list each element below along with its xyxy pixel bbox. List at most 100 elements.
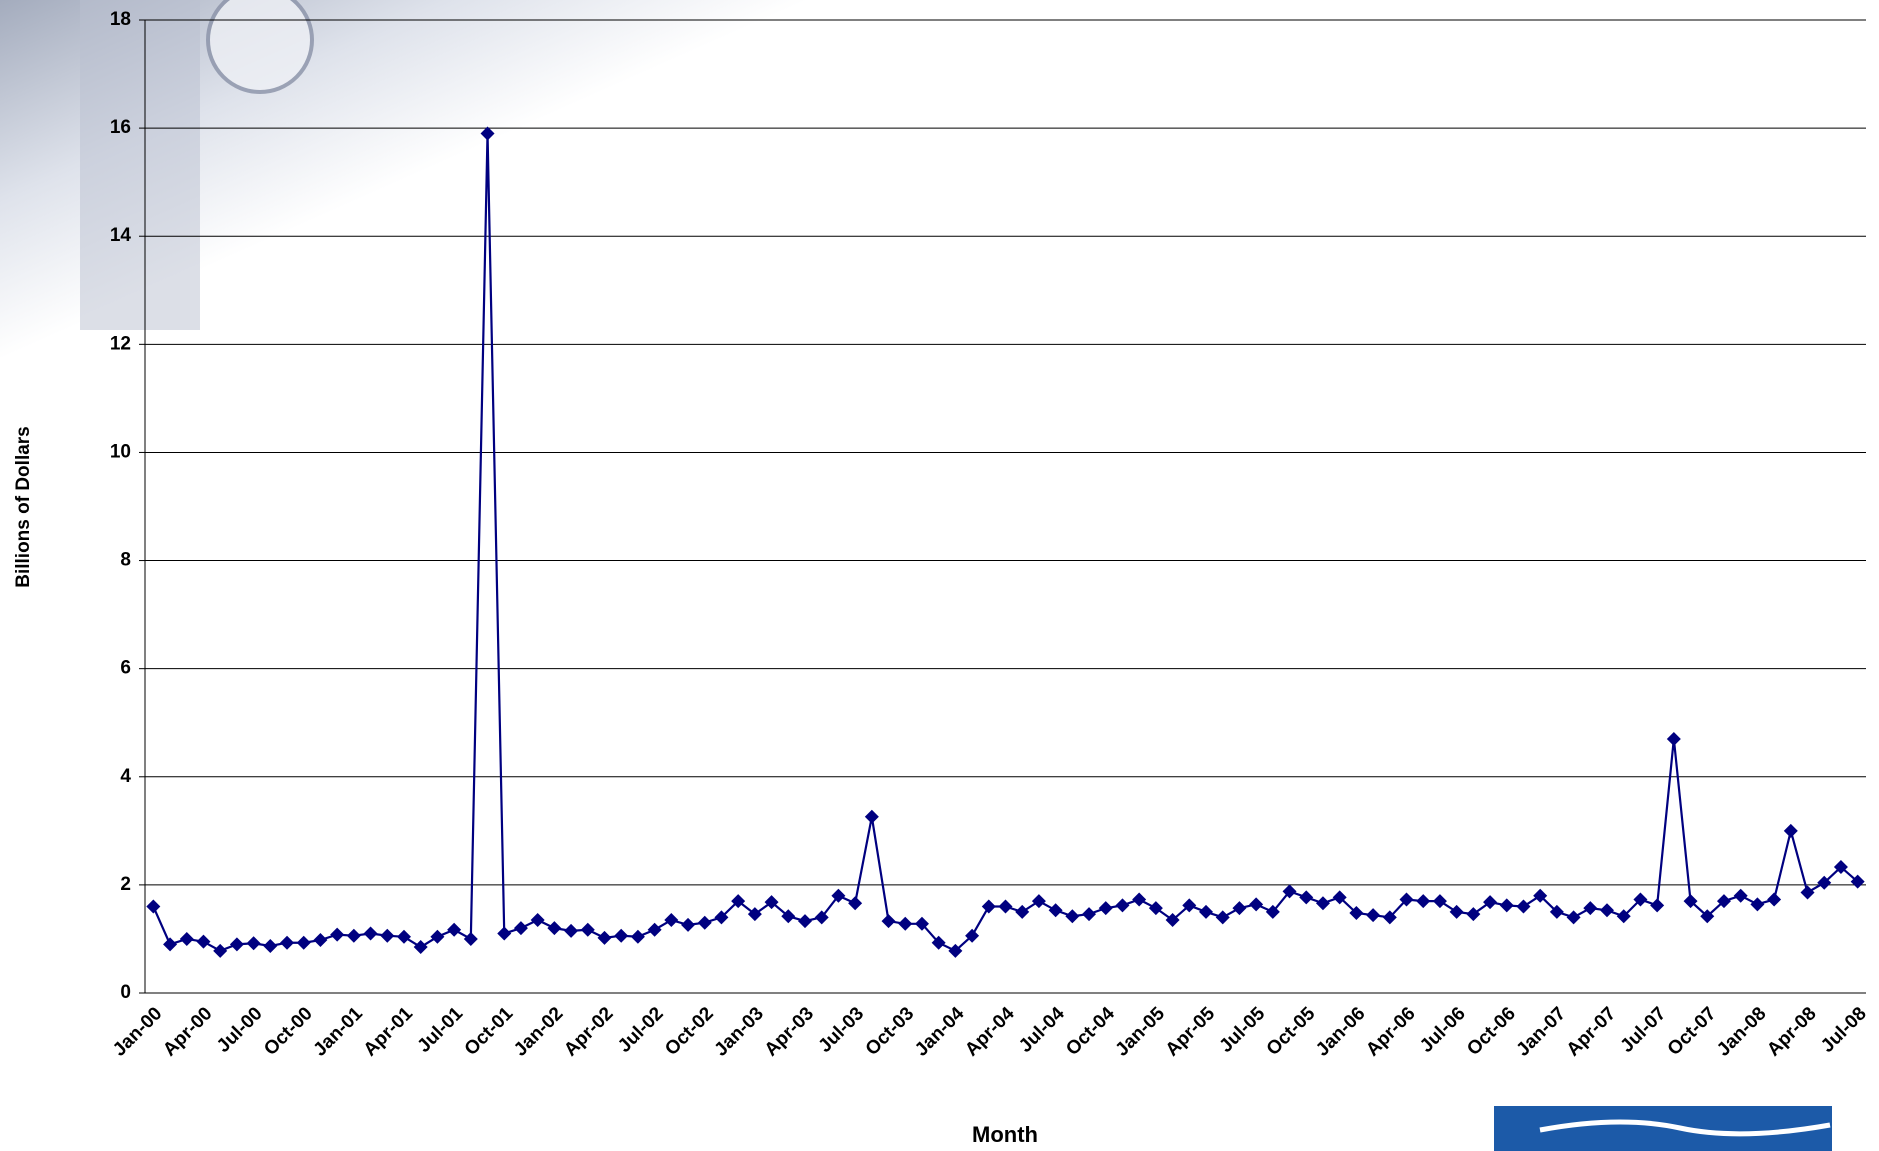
data-point: [447, 922, 462, 937]
data-point: [1750, 897, 1765, 912]
data-point: [497, 926, 512, 941]
data-point: [1483, 895, 1498, 910]
data-point: [1132, 892, 1147, 907]
data-point: [630, 929, 645, 944]
data-point: [664, 913, 679, 928]
data-point: [1199, 904, 1214, 919]
data-point: [1232, 901, 1247, 916]
data-point: [413, 940, 428, 955]
data-point: [564, 923, 579, 938]
data-point: [1015, 904, 1030, 919]
data-point: [848, 896, 863, 911]
data-point: [530, 913, 545, 928]
x-axis-title: Month: [972, 1122, 1038, 1147]
clock: [206, 0, 314, 94]
data-point: [280, 935, 295, 950]
data-point: [1148, 901, 1163, 916]
data-point: [731, 894, 746, 909]
data-point: [1382, 910, 1397, 925]
data-point: [1115, 898, 1130, 913]
y-tick-label: 4: [120, 766, 131, 787]
y-tick-label: 0: [120, 982, 131, 1003]
data-point: [1249, 897, 1264, 912]
data-point: [213, 943, 228, 958]
data-point: [1366, 908, 1381, 923]
data-point: [697, 915, 712, 930]
data-point: [614, 928, 629, 943]
data-point: [597, 930, 612, 945]
data-point: [948, 943, 963, 958]
data-point: [580, 922, 595, 937]
data-point: [647, 922, 662, 937]
data-point: [1566, 910, 1581, 925]
data-point: [1833, 860, 1848, 875]
data-point: [747, 907, 762, 922]
data-point: [296, 935, 311, 950]
data-point: [1399, 892, 1414, 907]
data-point: [480, 126, 495, 141]
y-tick-label: 6: [120, 658, 131, 679]
data-point: [396, 929, 411, 944]
data-point: [1716, 894, 1731, 909]
data-point: [914, 916, 929, 931]
data-point: [463, 931, 478, 946]
data-point: [1850, 874, 1865, 889]
data-point: [229, 937, 244, 952]
data-point: [313, 933, 328, 948]
data-point: [146, 899, 161, 914]
data-point: [965, 928, 980, 943]
data-point: [163, 937, 178, 952]
data-point: [1082, 907, 1097, 922]
data-point: [1031, 894, 1046, 909]
data-point: [430, 929, 445, 944]
data-point: [981, 899, 996, 914]
data-point: [1065, 909, 1080, 924]
data-point: [1215, 910, 1230, 925]
data-point: [1449, 904, 1464, 919]
data-point: [781, 909, 796, 924]
data-point: [179, 931, 194, 946]
y-axis-title: Billions of Dollars: [13, 426, 34, 588]
data-point: [1282, 884, 1297, 899]
data-point: [898, 916, 913, 931]
data-point: [1767, 892, 1782, 907]
tower: [80, 0, 200, 330]
data-point: [346, 928, 361, 943]
y-tick-label: 10: [110, 441, 131, 462]
data-point: [547, 921, 562, 936]
data-point: [513, 921, 528, 936]
data-point: [1600, 903, 1615, 918]
y-tick-label: 12: [110, 333, 131, 354]
data-point: [246, 936, 261, 951]
data-point: [831, 888, 846, 903]
y-tick-label: 14: [110, 225, 132, 246]
data-point: [1048, 903, 1063, 918]
y-tick-label: 18: [110, 9, 131, 30]
data-point: [1299, 890, 1314, 905]
data-point: [681, 917, 696, 932]
data-point: [1315, 896, 1330, 911]
data-point: [363, 926, 378, 941]
data-point: [1349, 905, 1364, 920]
data-point: [1499, 898, 1514, 913]
data-point: [1800, 885, 1815, 900]
data-point: [1616, 909, 1631, 924]
data-point: [814, 910, 829, 925]
data-point: [1666, 731, 1681, 746]
data-point: [1432, 894, 1447, 909]
data-point: [931, 935, 946, 950]
data-point: [1633, 892, 1648, 907]
data-point: [1533, 888, 1548, 903]
data-point: [330, 927, 345, 942]
data-point: [1165, 913, 1180, 928]
data-point: [1783, 823, 1798, 838]
data-point: [1416, 894, 1431, 909]
data-point: [998, 899, 1013, 914]
data-point: [1700, 909, 1715, 924]
y-tick-label: 2: [120, 874, 131, 895]
data-point: [864, 809, 879, 824]
data-point: [1733, 888, 1748, 903]
data-point: [881, 914, 896, 929]
data-point: [764, 895, 779, 910]
